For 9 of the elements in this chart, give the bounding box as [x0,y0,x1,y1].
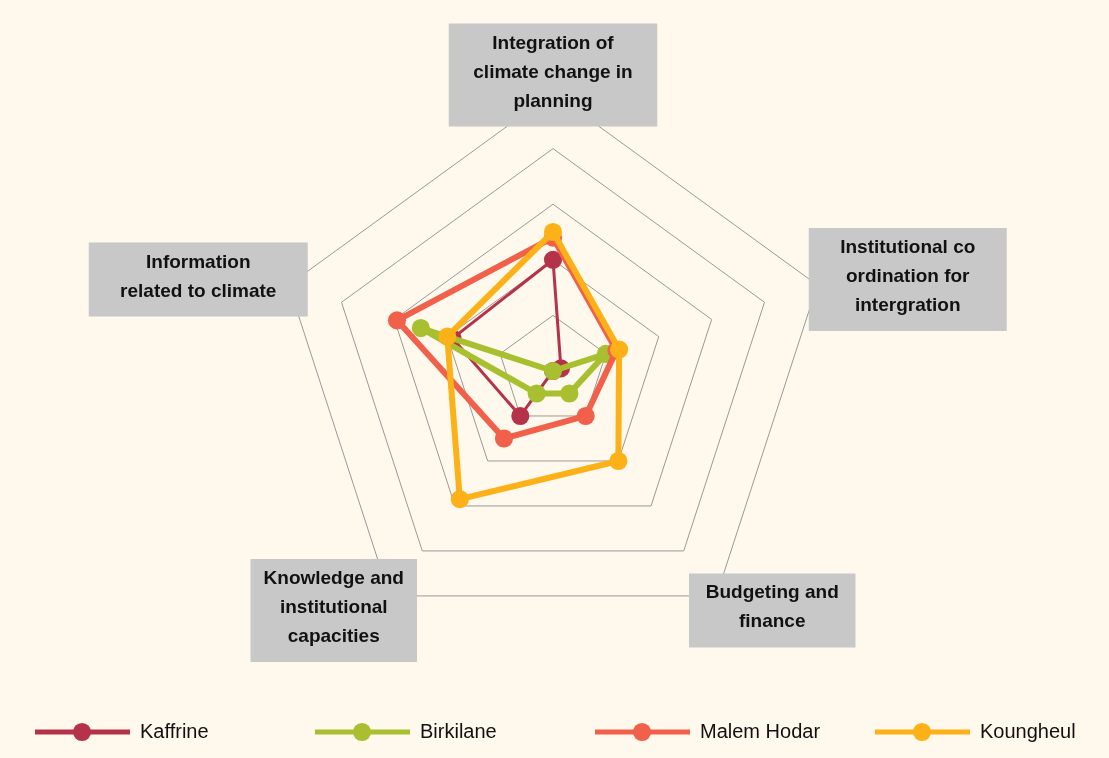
legend-label: Malem Hodar [700,720,821,742]
spoke-label: Integration of climate change in planning [473,31,633,111]
spoke-label: Budgeting and finance [705,581,839,632]
legend-label: Koungheul [980,720,1076,742]
spoke-label: Information related to climate [120,250,277,301]
spoke-label: Knowledge and institutional capacities [263,566,404,646]
legend-label: Kaffrine [140,720,209,742]
spoke-label: Institutional co ordination for intergration [840,236,976,316]
legend-label: Birkilane [420,720,497,742]
